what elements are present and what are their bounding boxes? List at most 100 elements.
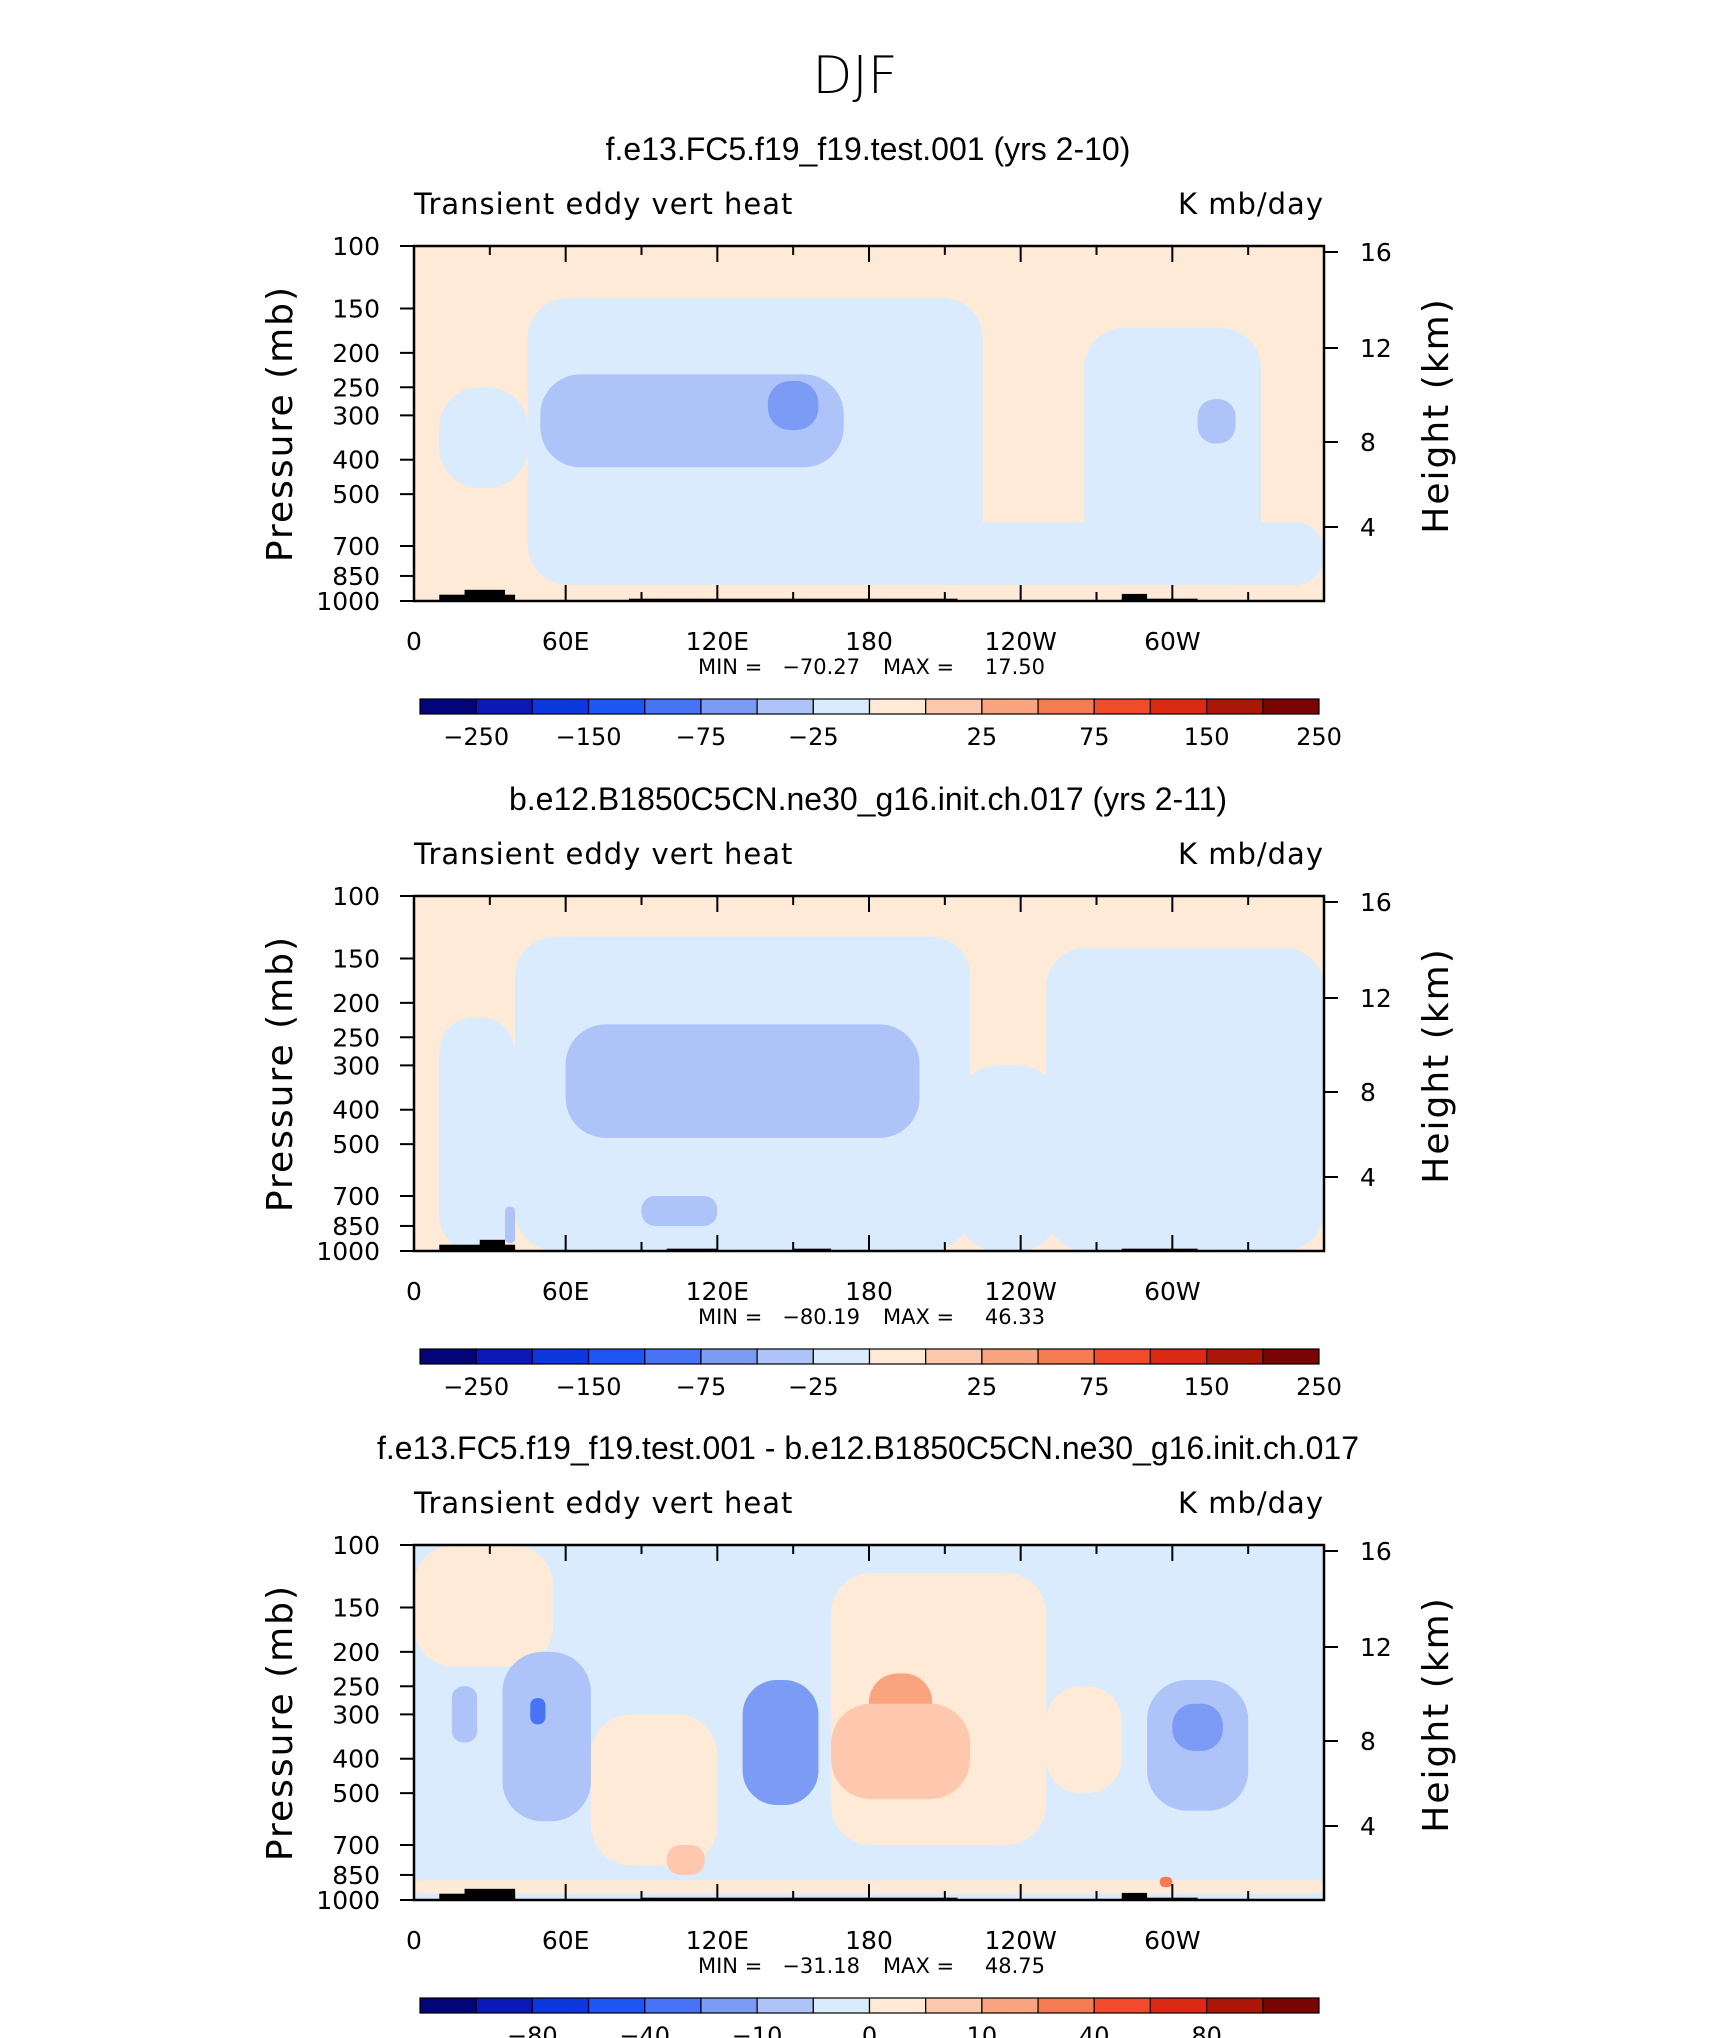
contour-region-3 <box>1045 947 1324 1251</box>
y-tick-right-label: 16 <box>1360 888 1392 917</box>
variable-label: Transient eddy vert heat <box>413 1486 793 1520</box>
y-tick-right-label: 8 <box>1360 428 1376 457</box>
units-label: K mb/day <box>1178 187 1324 221</box>
colorbar-label: 75 <box>1079 723 1110 751</box>
contour-region-5 <box>957 1065 1059 1251</box>
y-tick-label: 850 <box>332 1212 380 1241</box>
contour-region-4 <box>590 1714 718 1866</box>
colorbar-box-4 <box>587 698 646 715</box>
colorbar-box-8 <box>812 1997 871 2014</box>
colorbar-box-4 <box>587 1348 646 1365</box>
colorbar-box-3 <box>531 698 590 715</box>
colorbar-box-15 <box>1206 1997 1264 2014</box>
colorbar-box-12 <box>1037 1997 1095 2014</box>
colorbar-box-1 <box>419 1348 477 1365</box>
colorbar-label: 250 <box>1296 723 1342 751</box>
colorbar: −80 −40 −10 0 10 40 80 <box>419 1997 1320 2038</box>
colorbar-label: −150 <box>556 1373 622 1401</box>
colorbar-label: −40 <box>619 2022 670 2038</box>
colorbar-label: −250 <box>443 723 509 751</box>
colorbar-label: −75 <box>676 723 727 751</box>
colorbar-box-2 <box>475 698 533 715</box>
colorbar-box-2 <box>475 1997 533 2014</box>
y-tick-label: 200 <box>332 989 380 1018</box>
y-axis-title: Pressure (mb) <box>260 1584 301 1861</box>
colorbar-label: 0 <box>862 2022 877 2038</box>
y-tick-label: 500 <box>332 1130 380 1159</box>
contour-region-15 <box>530 1698 546 1725</box>
contour-region-14 <box>1172 1703 1223 1751</box>
colorbar-box-9 <box>868 698 927 715</box>
contour-region-5 <box>843 522 1324 585</box>
y-axis-title: Pressure (mb) <box>260 285 301 562</box>
colorbar-box-10 <box>925 1997 983 2014</box>
y-tick-label: 1000 <box>316 587 380 616</box>
colorbar-box-13 <box>1093 1997 1152 2014</box>
contour-field <box>414 896 1324 1251</box>
colorbar-box-14 <box>1149 1997 1208 2014</box>
x-tick-label: 60W <box>1144 627 1201 656</box>
max-label: MAX = <box>883 655 954 679</box>
y-tick-label: 150 <box>332 295 380 324</box>
y-tick-right-label: 4 <box>1360 1163 1376 1192</box>
colorbar-box-6 <box>700 698 758 715</box>
contour-region-5 <box>1045 1686 1122 1794</box>
y-tick-right-label: 16 <box>1360 1537 1392 1566</box>
colorbar-box-5 <box>644 1348 702 1365</box>
units-label: K mb/day <box>1178 1486 1324 1520</box>
chart-panel-1: f.e13.FC5.f19_f19.test.001 (yrs 2-10) Tra… <box>260 131 1457 751</box>
contour-region-6 <box>540 374 844 468</box>
x-tick-label: 180 <box>845 1277 893 1306</box>
x-tick-label: 60E <box>542 1277 590 1306</box>
y-tick-right-label: 8 <box>1360 1727 1376 1756</box>
figure-title: DJF <box>812 46 897 106</box>
colorbar-box-15 <box>1206 1348 1264 1365</box>
colorbar-box-8 <box>812 698 871 715</box>
colorbar-label: 250 <box>1296 1373 1342 1401</box>
colorbar-box-6 <box>700 1997 758 2014</box>
contour-region-7 <box>641 1196 718 1226</box>
colorbar-label: −10 <box>732 2022 783 2038</box>
y-tick-label: 400 <box>332 446 380 475</box>
contour-region-2 <box>414 1545 554 1667</box>
variable-label: Transient eddy vert heat <box>413 187 793 221</box>
colorbar-box-5 <box>644 1997 702 2014</box>
colorbar-label: −150 <box>556 723 622 751</box>
y-tick-right-label: 8 <box>1360 1078 1376 1107</box>
contour-field <box>414 1545 1324 1900</box>
colorbar-box-11 <box>981 1348 1039 1365</box>
y-tick-label: 200 <box>332 1638 380 1667</box>
colorbar-box-16 <box>1262 1348 1320 1365</box>
x-tick-label: 60W <box>1144 1926 1201 1955</box>
min-value: −70.27 <box>782 655 860 679</box>
y-axis-right-title: Height (km) <box>1416 1596 1457 1832</box>
chart-title: b.e12.B1850C5CN.ne30_g16.init.ch.017 (yr… <box>509 781 1227 817</box>
colorbar-box-2 <box>475 1348 533 1365</box>
colorbar-box-6 <box>700 1348 758 1365</box>
y-tick-label: 100 <box>332 1531 380 1560</box>
colorbar-label: 25 <box>967 723 998 751</box>
x-tick-label: 0 <box>406 1926 422 1955</box>
colorbar-box-7 <box>756 1997 814 2014</box>
y-tick-label: 400 <box>332 1745 380 1774</box>
y-tick-label: 700 <box>332 1182 380 1211</box>
min-label: MIN = <box>698 655 762 679</box>
y-tick-label: 300 <box>332 401 380 430</box>
y-tick-label: 200 <box>332 339 380 368</box>
contour-region-13 <box>451 1686 478 1743</box>
contour-region-16 <box>1159 1876 1173 1888</box>
contour-region-3 <box>439 387 528 488</box>
topography-4 <box>1121 1892 1148 1900</box>
colorbar-box-4 <box>587 1997 646 2014</box>
y-tick-label: 250 <box>332 373 380 402</box>
max-value: 17.50 <box>985 655 1045 679</box>
y-tick-right-label: 16 <box>1360 238 1392 267</box>
colorbar-label: 10 <box>967 2022 998 2038</box>
colorbar-label: 150 <box>1184 1373 1230 1401</box>
min-label: MIN = <box>698 1305 762 1329</box>
colorbar-label: 150 <box>1184 723 1230 751</box>
y-axis-title: Pressure (mb) <box>260 935 301 1212</box>
topography-2 <box>479 1239 505 1251</box>
y-tick-label: 700 <box>332 532 380 561</box>
y-tick-label: 850 <box>332 1861 380 1890</box>
